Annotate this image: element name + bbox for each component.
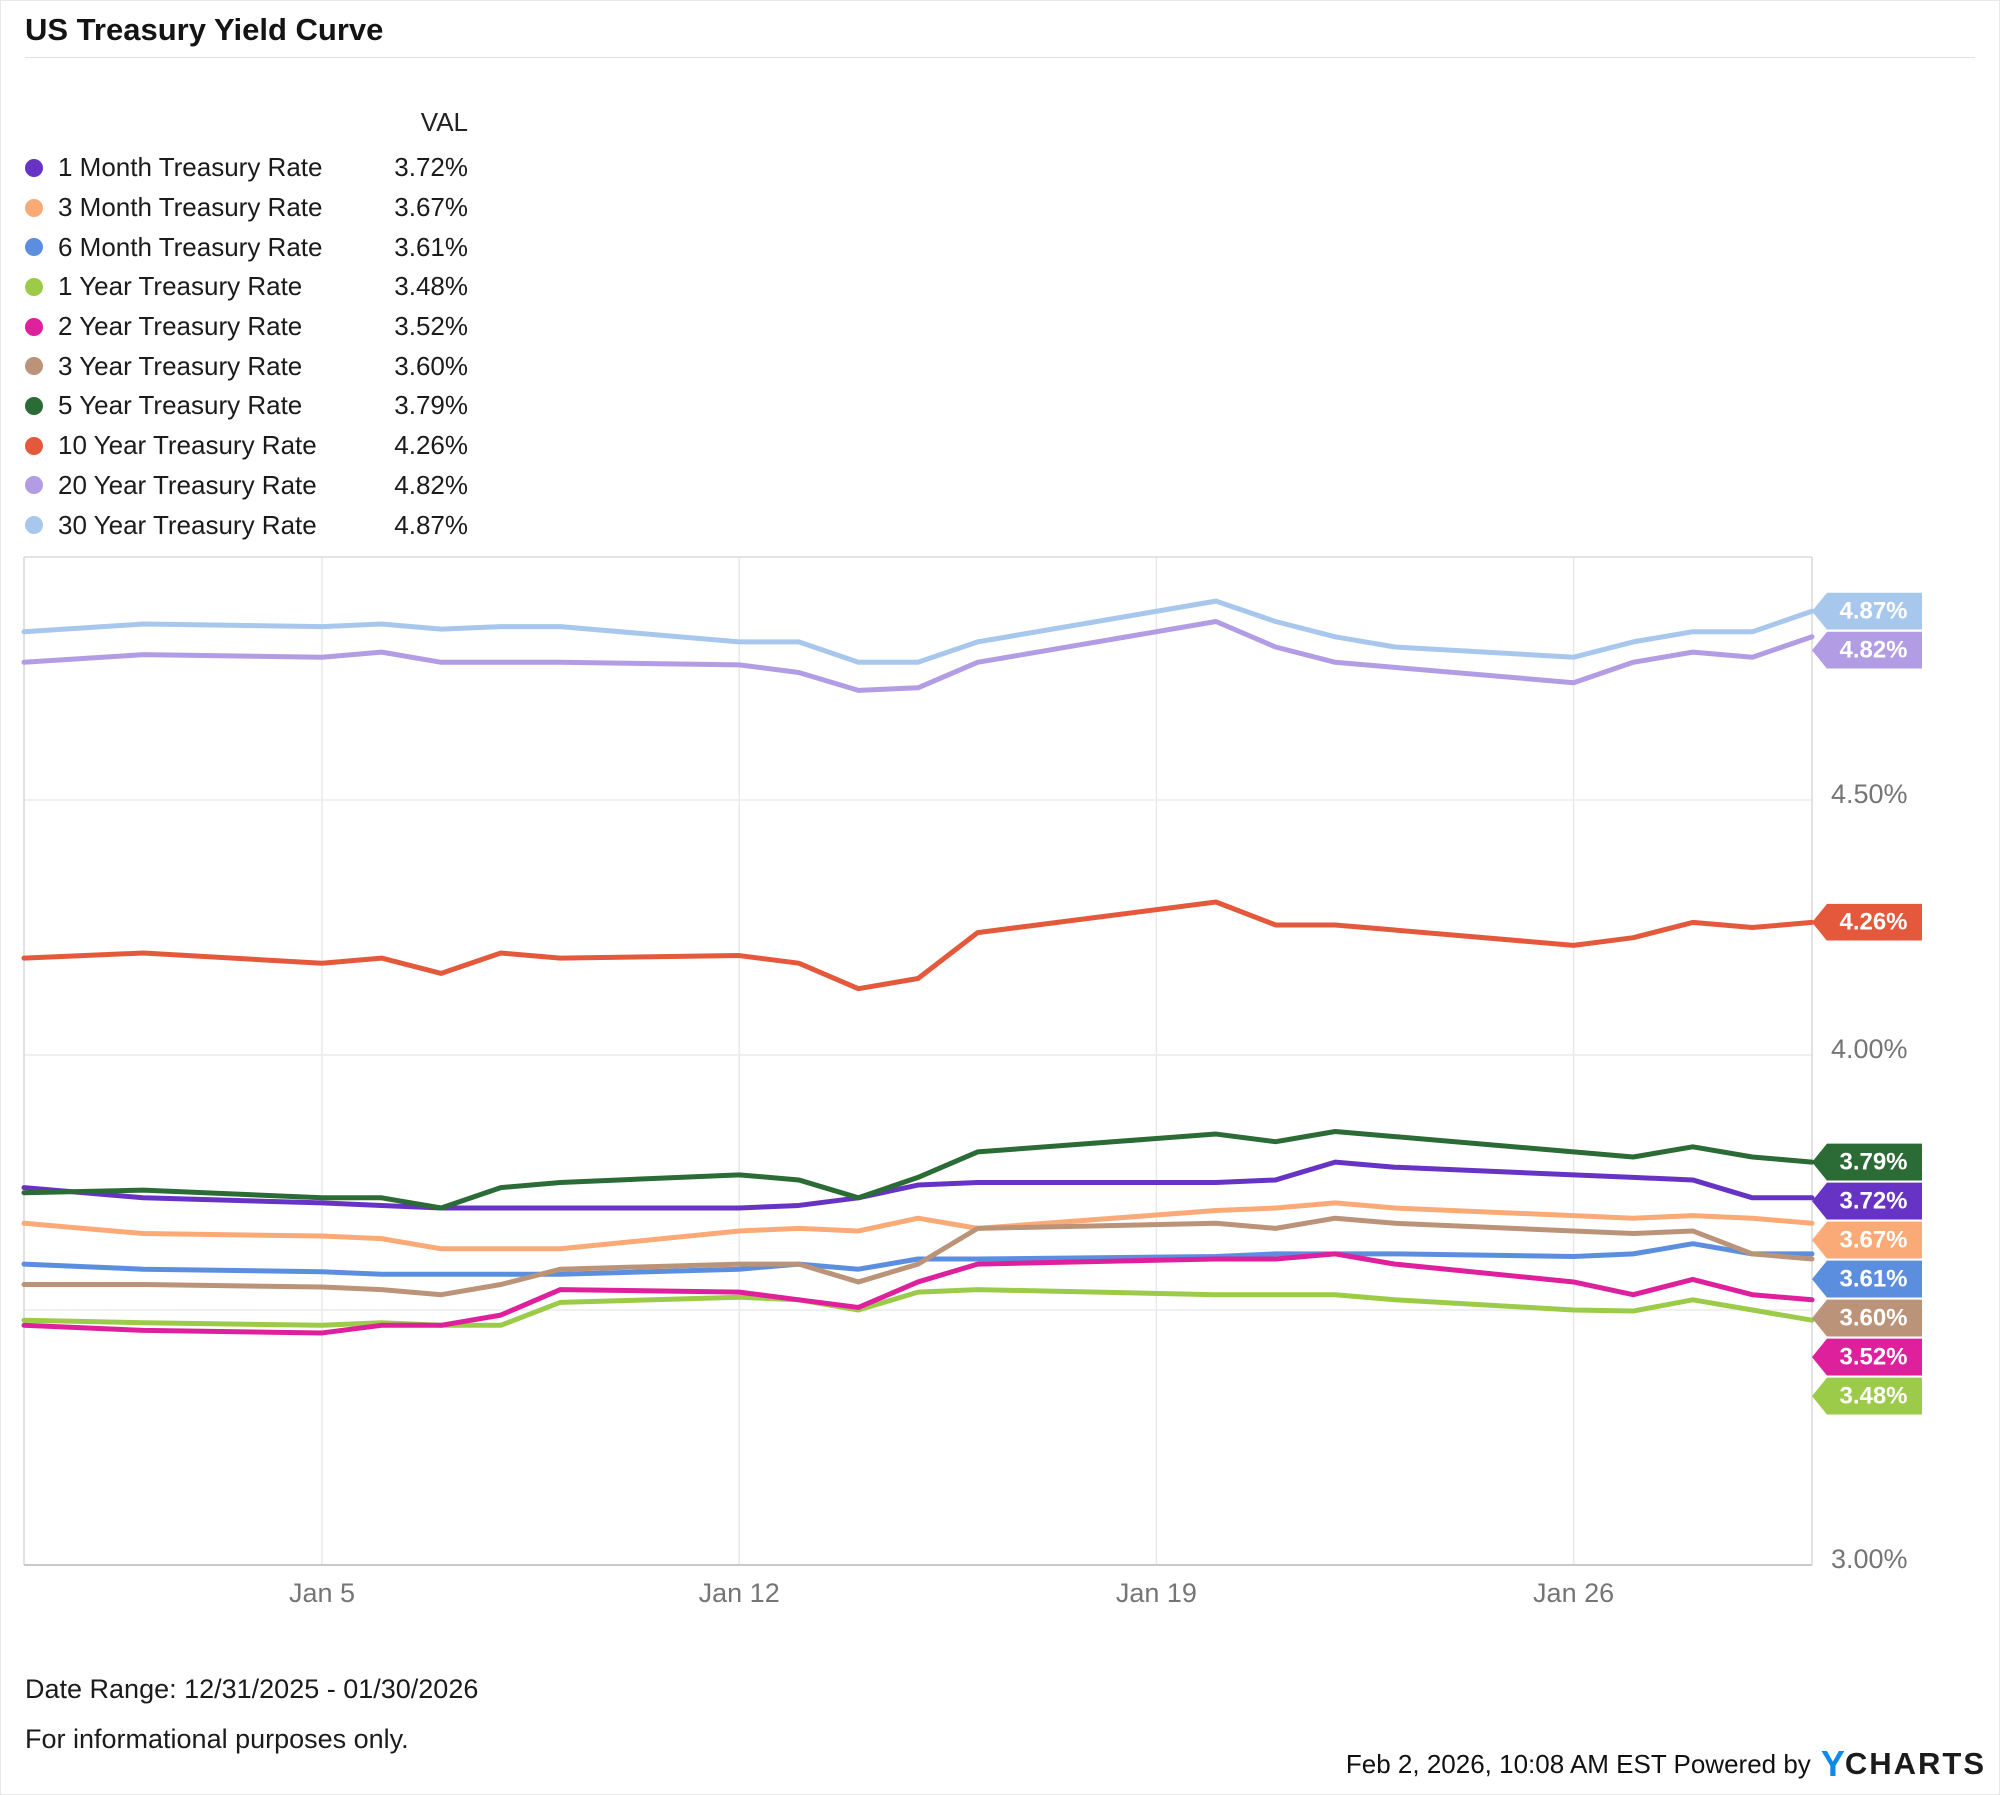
series-line-2 <box>21 1200 1815 1252</box>
legend-item[interactable]: 30 Year Treasury Rate 4.87% <box>25 505 468 545</box>
legend-color-dot-icon <box>25 277 43 296</box>
legend-color-dot-icon <box>25 516 43 535</box>
legend-item-value: 4.82% <box>394 469 468 500</box>
series-line-10 <box>21 598 1815 665</box>
date-range-text: Date Range: 12/31/2025 - 01/30/2026 <box>25 1674 479 1704</box>
disclaimer-text: For informational purposes only. <box>25 1724 409 1754</box>
y-axis-tick-label: 3.00% <box>1831 1544 1908 1574</box>
legend-item-value: 3.61% <box>394 231 468 262</box>
legend: VAL 1 Month Treasury Rate 3.72% 3 Month Tr… <box>25 102 468 545</box>
legend-item[interactable]: 1 Month Treasury Rate 3.72% <box>25 148 468 188</box>
series-line-3 <box>21 1241 1815 1277</box>
value-tag: 3.52% <box>1812 1338 1922 1376</box>
series-line-4 <box>21 1287 1815 1328</box>
series-line-8 <box>21 899 1815 992</box>
series-line-7 <box>21 1129 1815 1211</box>
series-line-5 <box>21 1251 1815 1336</box>
legend-item[interactable]: 20 Year Treasury Rate 4.82% <box>25 466 468 506</box>
value-tag: 3.72% <box>1812 1182 1922 1220</box>
credit-line: Feb 2, 2026, 10:08 AM EST Powered by Y C… <box>1346 1743 1986 1785</box>
value-tag: 3.79% <box>1812 1143 1922 1181</box>
legend-item-label: 6 Month Treasury Rate <box>58 231 323 262</box>
legend-item[interactable]: 6 Month Treasury Rate 3.61% <box>25 227 468 267</box>
legend-item[interactable]: 10 Year Treasury Rate 4.26% <box>25 426 468 466</box>
legend-item-value: 3.60% <box>394 350 468 381</box>
legend-item[interactable]: 3 Month Treasury Rate 3.67% <box>25 188 468 228</box>
legend-item-label: 2 Year Treasury Rate <box>58 311 303 342</box>
chart-title: US Treasury Yield Curve <box>25 12 384 47</box>
legend-item-label: 20 Year Treasury Rate <box>58 469 317 500</box>
value-tag: 3.67% <box>1812 1221 1922 1259</box>
value-tag: 3.60% <box>1812 1299 1922 1337</box>
value-tag: 3.48% <box>1812 1377 1922 1415</box>
legend-item-label: 30 Year Treasury Rate <box>58 509 317 540</box>
x-axis-tick-label: Jan 5 <box>288 1578 356 1608</box>
y-axis-tick-label: 4.00% <box>1831 1034 1908 1064</box>
legend-color-dot-icon <box>25 436 43 455</box>
legend-color-dot-icon <box>25 158 43 177</box>
legend-item-label: 3 Month Treasury Rate <box>58 192 323 223</box>
legend-item-label: 1 Year Treasury Rate <box>58 271 303 302</box>
legend-color-dot-icon <box>25 476 43 495</box>
legend-item-value: 4.26% <box>394 430 468 461</box>
value-tag: 4.82% <box>1812 631 1922 669</box>
legend-color-dot-icon <box>25 357 43 376</box>
legend-item-value: 3.52% <box>394 311 468 342</box>
legend-item-value: 3.48% <box>394 271 468 302</box>
legend-item-label: 10 Year Treasury Rate <box>58 430 317 461</box>
series-line-1 <box>21 1159 1815 1211</box>
legend-item-label: 1 Month Treasury Rate <box>58 152 323 183</box>
legend-item[interactable]: 1 Year Treasury Rate 3.48% <box>25 267 468 307</box>
legend-val-header: VAL <box>420 106 468 137</box>
legend-item-label: 3 Year Treasury Rate <box>58 350 303 381</box>
timestamp-powered-by-text: Feb 2, 2026, 10:08 AM EST Powered by <box>1345 1748 1811 1779</box>
value-tag: 4.26% <box>1812 903 1922 941</box>
legend-item-label: 5 Year Treasury Rate <box>58 390 303 421</box>
legend-item-value: 4.87% <box>394 509 468 540</box>
legend-item-value: 3.67% <box>394 192 468 223</box>
x-axis-tick-label: Jan 12 <box>698 1578 780 1608</box>
legend-item[interactable]: 2 Year Treasury Rate 3.52% <box>25 307 468 347</box>
legend-item-value: 3.79% <box>394 390 468 421</box>
series-line-9 <box>21 619 1815 693</box>
ycharts-logo-y-icon: Y <box>1820 1743 1845 1784</box>
legend-color-dot-icon <box>25 238 43 257</box>
x-axis-tick-label: Jan 19 <box>1115 1578 1197 1608</box>
y-axis-tick-label: 4.50% <box>1831 779 1908 809</box>
legend-color-dot-icon <box>25 198 43 217</box>
legend-color-dot-icon <box>25 317 43 336</box>
legend-item[interactable]: 3 Year Treasury Rate 3.60% <box>25 346 468 386</box>
series-line-6 <box>21 1215 1815 1298</box>
value-tag: 3.61% <box>1812 1260 1922 1298</box>
legend-item-value: 3.72% <box>394 152 468 183</box>
title-divider <box>25 57 1975 58</box>
x-axis-tick-label: Jan 26 <box>1533 1578 1615 1608</box>
ycharts-logo-charts-text: CHARTS <box>1844 1746 1986 1781</box>
value-tag: 4.87% <box>1812 592 1922 630</box>
legend-color-dot-icon <box>25 396 43 415</box>
ycharts-logo: Y CHARTS <box>1821 1743 1986 1785</box>
legend-item[interactable]: 5 Year Treasury Rate 3.79% <box>25 386 468 426</box>
